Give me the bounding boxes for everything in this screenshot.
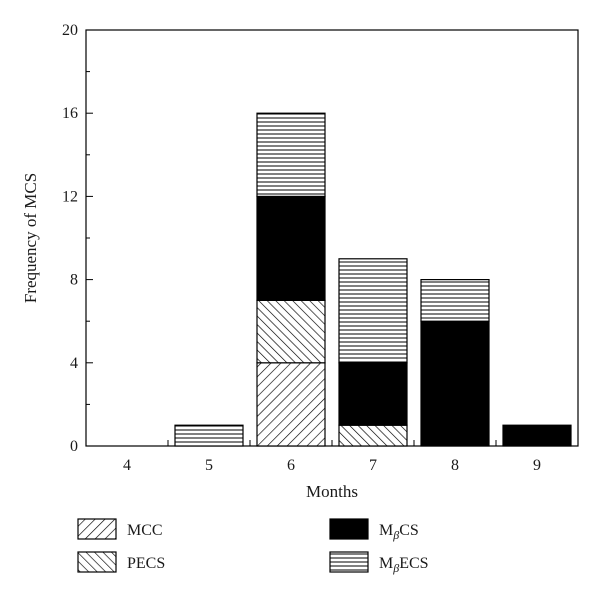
bar-segment-mβcs [338, 362, 408, 426]
legend-swatch [77, 551, 117, 573]
y-tick-label: 20 [62, 22, 78, 39]
bar-segment-pecs [256, 299, 326, 364]
legend-label: MβECS [379, 555, 429, 575]
bar-segment-mβecs [174, 424, 244, 447]
bars-layer [174, 112, 572, 447]
y-tick-label: 4 [70, 355, 78, 372]
x-tick-label: 9 [533, 457, 541, 474]
bar-segment-mβecs [256, 112, 326, 197]
y-axis-label: Frequency of MCS [21, 173, 40, 303]
y-tick-label: 0 [70, 438, 78, 455]
legend-label: MCC [127, 522, 163, 539]
legend-swatch [329, 551, 369, 573]
y-axis: 0 4 8 12 16 20 [62, 22, 93, 455]
x-tick-label: 4 [123, 457, 131, 474]
y-tick-label: 8 [70, 272, 78, 289]
legend-swatch [329, 518, 369, 540]
bar-segment-mβcs [256, 195, 326, 301]
x-tick-label: 7 [369, 457, 377, 474]
bar-segment-pecs [338, 424, 408, 447]
x-tick-label: 5 [205, 457, 213, 474]
legend-swatch [77, 518, 117, 540]
legend-label: MβCS [379, 522, 419, 542]
y-tick-label: 12 [62, 188, 78, 205]
x-axis-label: Months [306, 482, 358, 501]
legend-label: PECS [127, 555, 165, 572]
bar-segment-mβecs [420, 279, 490, 322]
bar-segment-mcc [256, 362, 326, 447]
plot-frame [85, 29, 579, 447]
bar-segment-mβcs [502, 424, 572, 447]
x-tick-label: 6 [287, 457, 295, 474]
x-axis: 4 5 6 7 8 9 [123, 440, 541, 474]
y-tick-label: 16 [62, 105, 78, 122]
bar-segment-mβecs [338, 258, 408, 364]
x-tick-label: 8 [451, 457, 459, 474]
legend: MCC PECS MβCS MβECS [77, 518, 429, 575]
bar-segment-mβcs [420, 320, 490, 447]
